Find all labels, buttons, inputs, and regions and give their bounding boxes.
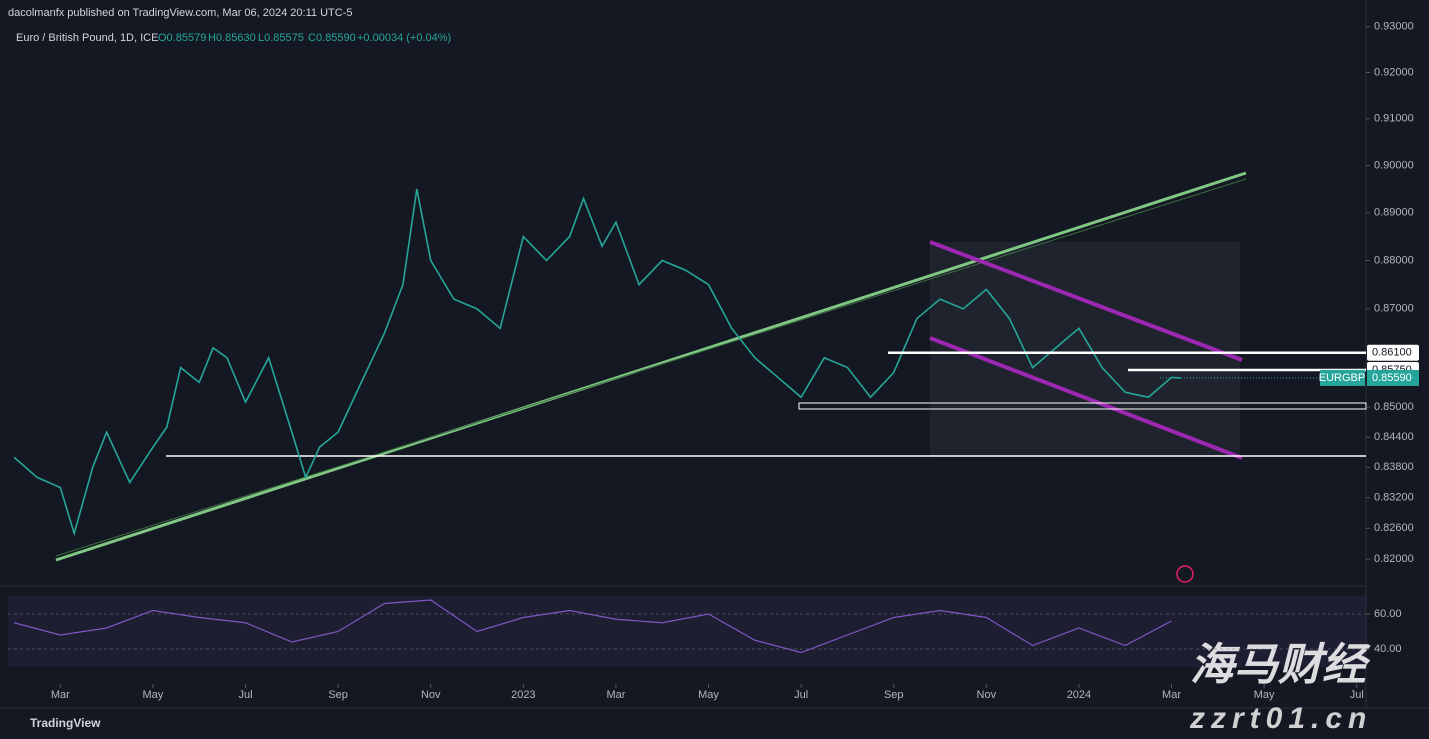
channel-line <box>929 240 1243 362</box>
y-tick-label: 0.85000 <box>1374 401 1414 413</box>
publisher: dacolmanfx published on TradingView.com,… <box>8 7 352 19</box>
symbol-tag <box>1320 369 1365 386</box>
support-zone <box>798 402 1367 410</box>
channel-box <box>930 242 1240 457</box>
y-tick-label: 0.91000 <box>1374 113 1414 125</box>
trendline <box>55 171 1247 562</box>
x-tick-label: Mar <box>51 689 70 701</box>
y-tick-label: 0.92000 <box>1374 66 1414 78</box>
brand: TradingView <box>30 716 101 730</box>
level-tag <box>1367 344 1419 361</box>
y-tick-label: 0.83800 <box>1374 461 1414 473</box>
channel-line <box>929 336 1243 460</box>
rsi-line <box>13 599 1172 654</box>
y-tick-label: 40.00 <box>1374 643 1402 655</box>
y-tick-label: 0.87000 <box>1374 303 1414 315</box>
ohlc-change: +0.00034 (+0.04%) <box>357 32 451 44</box>
x-tick-label: Jul <box>238 689 252 701</box>
price-line <box>13 188 1181 537</box>
x-tick-label: Nov <box>977 689 997 701</box>
trendline <box>55 178 1247 557</box>
y-tick-label: 60.00 <box>1374 608 1402 620</box>
x-tick-label: Jul <box>794 689 808 701</box>
y-tick-label: 0.83200 <box>1374 492 1414 504</box>
x-tick-label: Nov <box>421 689 441 701</box>
symbol-tag-label: EURGBP <box>1319 372 1365 384</box>
price-tag-label: 0.85590 <box>1372 372 1412 384</box>
y-tick-label: 0.90000 <box>1374 159 1414 171</box>
y-tick-label: 0.89000 <box>1374 207 1414 219</box>
x-tick-label: May <box>1254 689 1275 701</box>
ohlc-high: H0.85630 <box>208 32 256 44</box>
y-tick-label: 0.82600 <box>1374 522 1414 534</box>
ohlc-low: L0.85575 <box>258 32 304 44</box>
x-tick-label: 2023 <box>511 689 535 701</box>
ohlc: O0.85579 H0.85630 L0.85575 C0.85590 +0.0… <box>158 32 451 44</box>
y-tick-label: 0.84400 <box>1374 431 1414 443</box>
watermark-cn: 海马财经 <box>1190 641 1371 690</box>
y-tick-label: 0.88000 <box>1374 254 1414 266</box>
symbol: Euro / British Pound, 1D, ICE <box>16 32 158 44</box>
y-tick-label: 0.82000 <box>1374 553 1414 565</box>
price-tag <box>1367 369 1419 386</box>
level-label: 0.86100 <box>1372 347 1412 359</box>
x-tick-label: May <box>143 689 164 701</box>
x-tick-label: May <box>698 689 719 701</box>
x-tick-label: Jul <box>1350 689 1364 701</box>
x-tick-label: Sep <box>328 689 348 701</box>
x-tick-label: 2024 <box>1067 689 1091 701</box>
alert-icon[interactable] <box>1176 565 1194 583</box>
ohlc-close: C0.85590 <box>308 32 356 44</box>
y-tick-label: 0.93000 <box>1374 21 1414 33</box>
ohlc-open: O0.85579 <box>158 32 206 44</box>
watermark-url: zzrt01.cn <box>1189 702 1372 735</box>
x-tick-label: Mar <box>1162 689 1181 701</box>
x-tick-label: Sep <box>884 689 904 701</box>
rsi-band <box>8 596 1366 667</box>
x-tick-label: Mar <box>606 689 625 701</box>
